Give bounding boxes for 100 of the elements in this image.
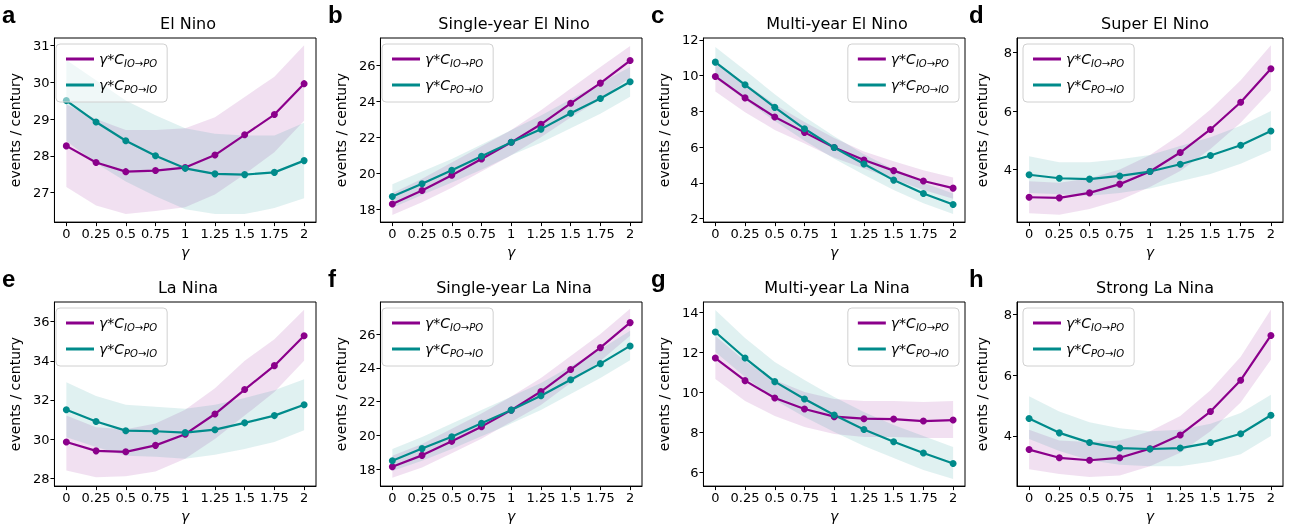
point <box>771 103 779 111</box>
point <box>890 167 898 175</box>
point <box>388 457 396 465</box>
point <box>537 125 545 133</box>
y-axis-title: events / century <box>656 72 672 188</box>
point <box>1055 174 1063 182</box>
y-tick-label: 28 <box>32 148 50 164</box>
chart-title: Super El Nino <box>1101 13 1209 33</box>
x-tick-label: 1 <box>1145 226 1155 242</box>
x-tick-label: 0.5 <box>115 490 137 506</box>
x-tick-label: 0.25 <box>81 226 111 242</box>
x-tick-label: 0.75 <box>141 226 170 242</box>
point <box>1116 172 1124 180</box>
point <box>741 81 749 89</box>
point <box>62 406 70 414</box>
x-tick-label: 0.5 <box>1079 490 1100 506</box>
x-tick-label: 2 <box>948 226 958 242</box>
x-tick-label: 1 <box>830 490 839 506</box>
y-tick-label: 26 <box>358 326 376 342</box>
chart-title: La Nina <box>157 277 219 297</box>
y-tick-label: 22 <box>358 129 376 145</box>
x-tick-label: 1 <box>830 226 839 242</box>
x-tick-label: 1.5 <box>1200 226 1221 242</box>
point <box>919 177 927 185</box>
y-tick-label: 20 <box>358 165 376 181</box>
x-tick-label: 1 <box>181 490 190 506</box>
point <box>92 447 100 455</box>
point <box>596 360 604 368</box>
x-tick-label: 1.25 <box>200 490 230 506</box>
point <box>626 342 634 350</box>
point <box>418 187 426 195</box>
x-tick-label: 0.25 <box>81 490 111 506</box>
point <box>801 395 808 403</box>
point <box>567 376 575 384</box>
x-tick-label: 0.25 <box>407 226 437 242</box>
text: g <box>651 264 666 292</box>
point <box>1116 180 1124 188</box>
x-tick-label: 0.75 <box>467 490 496 506</box>
x-tick-label: 1 <box>507 490 516 506</box>
x-tick-label: 2 <box>625 490 635 506</box>
point <box>626 57 634 65</box>
y-axis-title: events / century <box>333 336 349 452</box>
y-tick-label: 8 <box>690 424 699 440</box>
point <box>596 79 604 87</box>
point <box>1055 429 1063 437</box>
chart-title: Single-year La Nina <box>436 277 592 297</box>
y-tick-label: 8 <box>690 103 699 119</box>
point <box>890 438 898 446</box>
y-tick-label: 4 <box>690 175 699 191</box>
y-tick-label: 10 <box>681 384 699 400</box>
point <box>711 72 719 80</box>
point <box>92 158 100 166</box>
point <box>1206 151 1214 159</box>
y-tick-label: 30 <box>32 431 50 447</box>
x-tick-label: 0 <box>62 226 71 242</box>
x-tick-label: 0.75 <box>1105 226 1135 242</box>
x-tick-label: 0.5 <box>1079 226 1100 242</box>
chart-title: El Nino <box>160 13 216 33</box>
y-tick-label: 29 <box>32 111 50 127</box>
y-axis-title: events / century <box>974 336 990 452</box>
x-tick-label: 2 <box>625 226 635 242</box>
y-tick-label: 8 <box>1003 45 1012 61</box>
y-tick-label: 28 <box>32 470 50 486</box>
point <box>388 192 396 200</box>
x-axis-title: γ <box>830 508 840 524</box>
point <box>919 449 927 457</box>
point <box>919 190 927 197</box>
x-tick-label: 1.75 <box>1226 226 1256 242</box>
point <box>241 419 249 427</box>
x-tick-label: 1 <box>507 226 516 242</box>
y-tick-label: 24 <box>358 93 376 109</box>
y-tick-label: 14 <box>681 304 699 320</box>
point <box>890 415 898 423</box>
y-tick-label: 12 <box>681 344 699 360</box>
point <box>1025 171 1033 179</box>
x-tick-label: 1.75 <box>908 226 938 242</box>
y-tick-label: 24 <box>358 360 376 376</box>
point <box>1086 439 1094 447</box>
y-tick-label: 6 <box>1003 103 1012 119</box>
y-axis-title: events / century <box>7 336 23 452</box>
x-tick-label: 1.25 <box>1165 490 1195 506</box>
x-tick-label: 2 <box>299 226 309 242</box>
y-tick-label: 32 <box>32 392 50 408</box>
x-tick-label: 0.75 <box>790 490 819 506</box>
x-tick-label: 0 <box>711 490 720 506</box>
x-tick-label: 0 <box>388 226 397 242</box>
point <box>626 78 634 86</box>
point <box>448 166 456 174</box>
y-tick-label: 10 <box>681 68 699 84</box>
point <box>418 451 426 459</box>
point <box>1237 98 1245 106</box>
x-tick-label: 1.25 <box>849 490 879 506</box>
x-tick-label: 1 <box>181 226 190 242</box>
point <box>1025 415 1033 423</box>
y-axis-title: events / century <box>7 72 23 188</box>
x-axis-title: γ <box>181 508 191 524</box>
point <box>626 319 634 327</box>
point <box>270 412 278 420</box>
point <box>890 176 898 184</box>
x-tick-label: 1.5 <box>1200 490 1221 506</box>
